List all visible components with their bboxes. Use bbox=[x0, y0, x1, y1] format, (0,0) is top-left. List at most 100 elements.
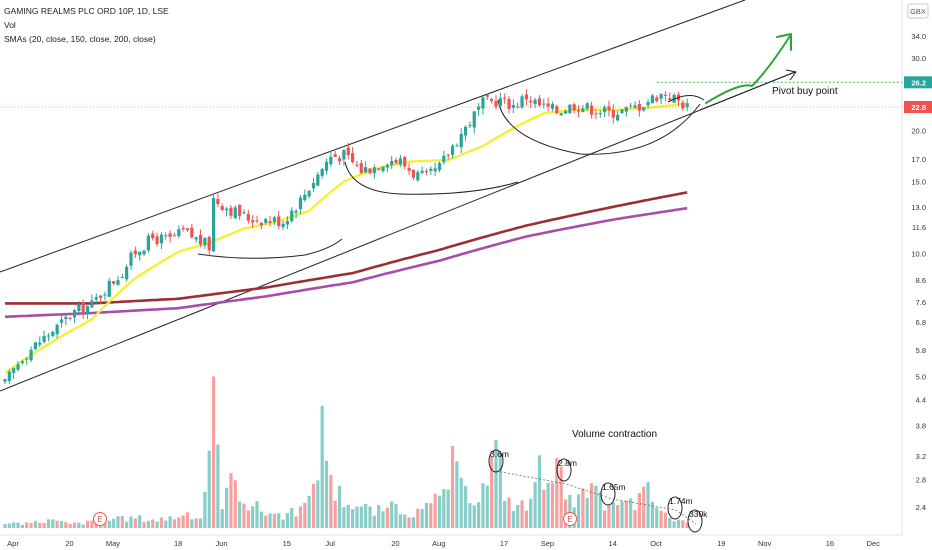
candle-body bbox=[229, 207, 233, 216]
candle-body bbox=[203, 237, 207, 246]
candle-body bbox=[663, 94, 668, 96]
time-tick-label: 15 bbox=[283, 539, 291, 548]
volume-callout-circle bbox=[556, 458, 572, 482]
volume-bar bbox=[59, 520, 64, 528]
symbol-title[interactable]: GAMING REALMS PLC ORD 10P, 1D, LSE bbox=[4, 6, 169, 16]
candle-body bbox=[259, 222, 263, 226]
sma-indicator-label[interactable]: SMAs (20, close, 150, close, 200, close) bbox=[4, 34, 156, 44]
candle-body bbox=[146, 235, 150, 251]
volume-bar bbox=[251, 506, 255, 528]
candle-body bbox=[324, 161, 329, 171]
volume-bar bbox=[333, 500, 337, 528]
candle-body bbox=[655, 97, 659, 102]
volume-bar bbox=[159, 517, 164, 528]
candle-body bbox=[207, 236, 211, 251]
volume-bar bbox=[172, 519, 177, 528]
candle-body bbox=[381, 166, 385, 172]
candle-body bbox=[437, 163, 442, 171]
volume-bar bbox=[151, 519, 155, 528]
volume-bar bbox=[268, 513, 272, 528]
volume-bar bbox=[198, 518, 203, 528]
volume-bar bbox=[259, 511, 263, 528]
volume-bar bbox=[685, 522, 689, 528]
volume-bar bbox=[303, 502, 307, 528]
volume-bar bbox=[281, 519, 285, 528]
volume-bar bbox=[77, 522, 81, 528]
volume-bar bbox=[81, 524, 85, 528]
candle-body bbox=[220, 206, 224, 210]
volume-bar bbox=[329, 475, 333, 528]
volume-bar bbox=[594, 485, 598, 528]
volume-callout-label: 2.8m bbox=[558, 458, 577, 468]
candle-body bbox=[390, 160, 394, 165]
volume-bar bbox=[285, 513, 290, 528]
volume-bar bbox=[607, 505, 611, 528]
volume-bar bbox=[659, 510, 663, 528]
volume-bar bbox=[146, 520, 150, 528]
volume-bar bbox=[72, 522, 77, 528]
volume-bar bbox=[550, 482, 555, 528]
candle-body bbox=[450, 145, 455, 155]
volume-bar bbox=[537, 455, 542, 528]
candle-body bbox=[459, 133, 463, 148]
time-tick-label: Sep bbox=[541, 539, 554, 548]
volume-bar bbox=[555, 457, 559, 528]
candle-body bbox=[646, 101, 650, 106]
time-tick-label: 16 bbox=[826, 539, 834, 548]
candle-body bbox=[142, 250, 146, 255]
time-tick-label: 20 bbox=[65, 539, 73, 548]
volume-bar bbox=[103, 521, 107, 528]
candle-body bbox=[329, 156, 333, 165]
price-tick-label: 20.0 bbox=[911, 126, 926, 135]
price-tick-label: 8.6 bbox=[916, 276, 926, 285]
volume-indicator-label[interactable]: Vol bbox=[4, 20, 16, 30]
candle-body bbox=[520, 96, 524, 108]
candle-body bbox=[603, 107, 607, 113]
time-tick-label: Dec bbox=[867, 539, 881, 548]
volume-bar bbox=[407, 517, 411, 528]
candle-body bbox=[25, 358, 29, 360]
volume-bar bbox=[233, 480, 237, 528]
volume-bar bbox=[64, 522, 68, 528]
volume-bar bbox=[138, 515, 142, 528]
candle-body bbox=[490, 99, 494, 101]
volume-bar bbox=[238, 501, 242, 528]
candle-body bbox=[629, 105, 633, 107]
price-tick-label: 6.8 bbox=[916, 318, 926, 327]
candle-body bbox=[320, 168, 324, 176]
earnings-marker-label: E bbox=[567, 515, 572, 524]
volume-bar bbox=[38, 522, 42, 528]
candle-body bbox=[524, 94, 528, 100]
volume-bar bbox=[498, 453, 502, 528]
volume-bar bbox=[290, 507, 294, 528]
candle-body bbox=[463, 126, 468, 136]
candle-body bbox=[112, 281, 116, 284]
volume-contraction-label: Volume contraction bbox=[572, 429, 657, 440]
volume-bar bbox=[25, 522, 29, 528]
candle-body bbox=[29, 349, 33, 361]
candle-body bbox=[285, 220, 290, 225]
base-curve-2 bbox=[344, 161, 519, 195]
candle-body bbox=[16, 364, 20, 370]
candle-body bbox=[168, 233, 172, 237]
volume-bar bbox=[142, 521, 146, 528]
volume-bar bbox=[68, 523, 72, 528]
candle-body bbox=[251, 220, 255, 223]
candle-body bbox=[277, 216, 281, 226]
price-tick-label: 5.8 bbox=[916, 346, 926, 355]
candle-body bbox=[116, 280, 120, 285]
volume-bar bbox=[633, 510, 637, 528]
volume-bar bbox=[546, 482, 550, 528]
candle-body bbox=[333, 154, 337, 157]
candle-body bbox=[164, 235, 168, 237]
green-arrow-head bbox=[776, 33, 792, 51]
candle-body bbox=[233, 207, 237, 219]
candle-body bbox=[503, 97, 507, 99]
volume-bar bbox=[616, 505, 620, 528]
volume-bar bbox=[507, 497, 511, 528]
candle-body bbox=[294, 210, 298, 213]
time-tick-label: Jun bbox=[216, 539, 228, 548]
volume-bar bbox=[472, 505, 476, 528]
